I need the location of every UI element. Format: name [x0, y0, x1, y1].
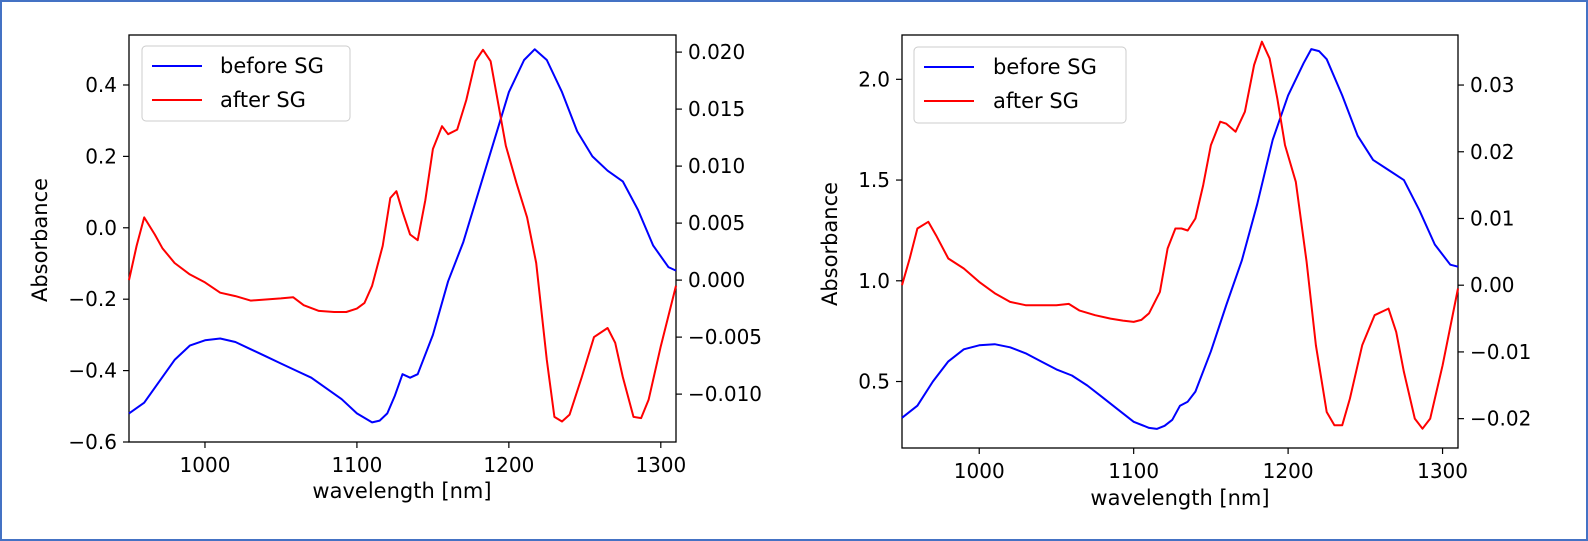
y-tick-label-left: −0.4 — [68, 359, 117, 383]
series-line-before-sg-right — [901, 48, 1459, 430]
y2-tick-label-left: −0.010 — [688, 382, 762, 406]
legend-label-before-left: before SG — [220, 54, 324, 78]
y-tick-label-left: −0.2 — [68, 287, 117, 311]
legend-label-after-right: after SG — [993, 89, 1079, 113]
x-tick-label-right: 1300 — [1417, 459, 1468, 483]
legend-left: before SG after SG — [141, 45, 351, 122]
y2-tick-label-left: 0.000 — [688, 268, 745, 292]
x-axis-ticks-right: 1000 1100 1200 1300 — [954, 448, 1468, 483]
x-axis-ticks-left: 1000 1100 1200 1300 — [180, 442, 686, 477]
chart-right: 1000 1100 1200 1300 0.5 1.0 1.5 2.0 −0.02 −0.01… — [818, 34, 1531, 510]
y-axis-ticks-right: 0.5 1.0 1.5 2.0 — [858, 67, 902, 394]
y2-tick-label-left: −0.005 — [688, 325, 762, 349]
plot-area-right — [901, 34, 1459, 449]
y-tick-label-right: 2.0 — [858, 67, 890, 91]
legend-right: before SG after SG — [913, 46, 1127, 124]
y2-tick-label-left: 0.015 — [688, 97, 745, 121]
series-lines-right — [901, 40, 1459, 430]
y2-tick-label-left: 0.005 — [688, 211, 745, 235]
legend-label-before-right: before SG — [993, 55, 1097, 79]
series-line-before-sg-left — [128, 48, 677, 424]
y2-axis-ticks-right: −0.02 −0.01 0.00 0.01 0.02 0.03 — [1458, 73, 1531, 431]
series-line-after-sg-left — [128, 48, 677, 423]
y2-tick-label-right: 0.01 — [1470, 206, 1515, 230]
y-tick-label-left: −0.6 — [68, 430, 117, 454]
y-tick-label-left: 0.2 — [85, 144, 117, 168]
y2-tick-label-left: 0.020 — [688, 40, 745, 64]
legend-box-left — [141, 45, 351, 122]
y-axis-title-right: Absorbance — [818, 182, 842, 306]
y-tick-label-right: 1.0 — [858, 269, 890, 293]
y2-tick-label-right: −0.01 — [1470, 340, 1531, 364]
x-tick-label-right: 1000 — [954, 459, 1005, 483]
y-tick-label-left: 0.4 — [85, 73, 117, 97]
y-tick-label-right: 0.5 — [858, 370, 890, 394]
y-tick-label-left: 0.0 — [85, 216, 117, 240]
x-tick-label-left: 1000 — [180, 453, 231, 477]
y-tick-label-right: 1.5 — [858, 168, 890, 192]
series-lines-left — [128, 48, 677, 424]
legend-label-after-left: after SG — [220, 88, 306, 112]
chart-left: 1000 1100 1200 1300 −0.6 −0.4 −0.2 0.0 0.2 0.4 −… — [28, 34, 762, 503]
y2-tick-label-right: −0.02 — [1470, 407, 1531, 431]
x-tick-label-left: 1300 — [635, 453, 686, 477]
y2-tick-label-right: 0.03 — [1470, 73, 1515, 97]
y-axis-ticks-left: −0.6 −0.4 −0.2 0.0 0.2 0.4 — [68, 73, 129, 454]
x-tick-label-right: 1200 — [1263, 459, 1314, 483]
series-line-after-sg-right — [901, 40, 1459, 430]
y2-tick-label-left: 0.010 — [688, 154, 745, 178]
plot-area-left — [128, 34, 677, 443]
y2-tick-label-right: 0.02 — [1470, 140, 1515, 164]
x-axis-title-right: wavelength [nm] — [1090, 486, 1269, 510]
x-axis-title-left: wavelength [nm] — [312, 479, 491, 503]
y-axis-title-left: Absorbance — [28, 178, 52, 302]
x-tick-label-left: 1100 — [331, 453, 382, 477]
y2-tick-label-right: 0.00 — [1470, 273, 1515, 297]
x-tick-label-left: 1200 — [483, 453, 534, 477]
x-tick-label-right: 1100 — [1108, 459, 1159, 483]
y2-axis-ticks-left: −0.010 −0.005 0.000 0.005 0.010 0.015 0.020 — [676, 40, 762, 406]
